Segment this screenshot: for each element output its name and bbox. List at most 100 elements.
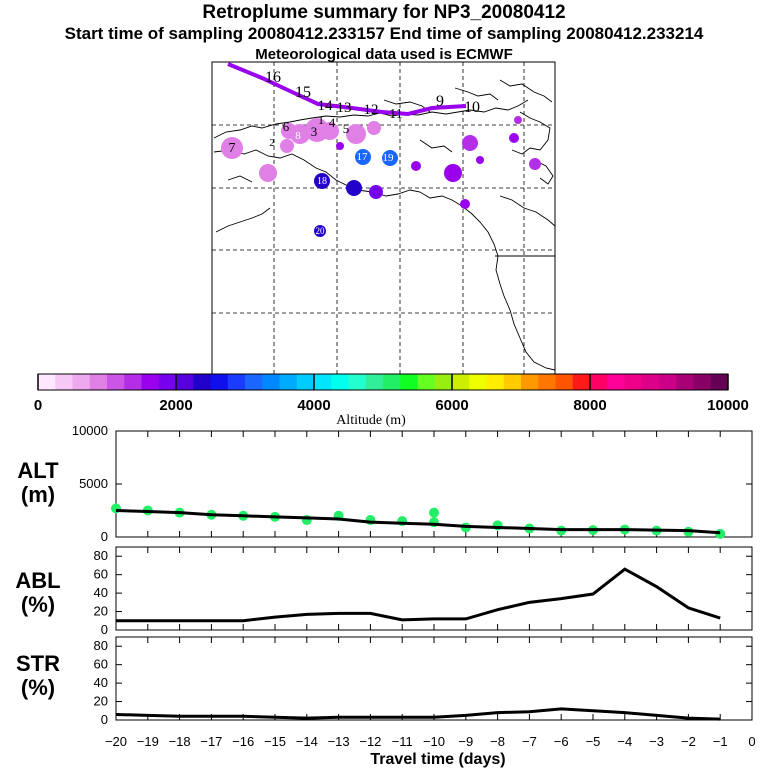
map-day-label: 12 bbox=[364, 102, 379, 118]
abl-panel: 0 20 40 60 80 ABL(%) bbox=[15, 546, 753, 637]
abl-series-line bbox=[116, 567, 721, 623]
x-axis: −20 −19 −18 −17 −16 −15 −14 −13 −12 −11 −10 −9 −8 −7−… bbox=[105, 734, 756, 768]
map-coastlines bbox=[213, 79, 556, 371]
map-plume-dot bbox=[460, 199, 470, 209]
x-axis-title: Travel time (days) bbox=[370, 751, 505, 768]
colorbar-swatch bbox=[693, 374, 712, 390]
str-panel: 0 20 40 60 80 STR(%) bbox=[16, 636, 753, 727]
colorbar-swatch bbox=[607, 374, 625, 390]
colorbar-swatch bbox=[659, 374, 677, 390]
map-plume-dot bbox=[462, 135, 478, 151]
map-plume-dot bbox=[314, 173, 330, 189]
map-day-label: 5 bbox=[343, 121, 350, 136]
colorbar-tick-label: 6000 bbox=[435, 397, 468, 414]
colorbar-swatch bbox=[245, 374, 263, 390]
map-day-label: 8 bbox=[295, 130, 301, 142]
map-day-label: 1 bbox=[318, 113, 324, 127]
map-plume-dot bbox=[221, 137, 243, 159]
map-plume-dot bbox=[259, 164, 277, 182]
colorbar-swatch bbox=[676, 374, 694, 390]
y-tick-label: 0 bbox=[101, 622, 108, 637]
colorbar-tick-label: 0 bbox=[34, 397, 42, 414]
colorbar-swatch bbox=[572, 374, 591, 390]
colorbar-swatch bbox=[486, 374, 505, 390]
map-day-label: 7 bbox=[229, 141, 236, 156]
colorbar-label: Altitude (m) bbox=[336, 413, 406, 428]
x-tick-label: −14 bbox=[296, 734, 318, 749]
map-plume-dot bbox=[314, 225, 326, 237]
map-day-label: 13 bbox=[337, 100, 352, 116]
map-day-label: 4 bbox=[329, 115, 336, 130]
map-plume-dot bbox=[444, 164, 462, 182]
y-tick-label: 20 bbox=[94, 604, 108, 619]
abl-axis-title: ABL bbox=[15, 568, 60, 593]
colorbar-tick-label: 4000 bbox=[297, 397, 330, 414]
map-plume-dot bbox=[369, 185, 383, 199]
map-day-label: 19 bbox=[383, 152, 395, 164]
colorbar-swatch bbox=[555, 374, 574, 390]
colorbar-swatch bbox=[400, 374, 418, 390]
y-tick-label: 5000 bbox=[79, 476, 108, 491]
map-day-label: 9 bbox=[436, 93, 444, 110]
abl-axis-title: (%) bbox=[21, 592, 55, 617]
map-day-label: 16 bbox=[265, 69, 281, 86]
colorbar-swatch bbox=[296, 374, 315, 390]
map-plume-dot bbox=[346, 124, 366, 144]
y-tick-label: 40 bbox=[94, 675, 108, 690]
sampling-times: Start time of sampling 20080412.233157 E… bbox=[64, 24, 704, 43]
met-data-note: Meteorological data used is ECMWF bbox=[255, 46, 513, 63]
colorbar-swatch bbox=[107, 374, 125, 390]
y-tick-label: 0 bbox=[101, 712, 108, 727]
colorbar-tick-label: 2000 bbox=[159, 397, 192, 414]
map-plume-dot bbox=[336, 142, 344, 150]
colorbar-swatch bbox=[521, 374, 539, 390]
alt-axis-title: (m) bbox=[21, 482, 55, 507]
map-day-label: 6 bbox=[283, 119, 290, 134]
x-tick-label: −17 bbox=[200, 734, 222, 749]
y-tick-label: 60 bbox=[94, 657, 108, 672]
x-tick-label: −10 bbox=[423, 734, 445, 749]
colorbar-swatch bbox=[503, 374, 522, 390]
colorbar-swatch bbox=[365, 374, 384, 390]
map-plume-dot bbox=[411, 161, 421, 171]
colorbar-swatch bbox=[227, 374, 246, 390]
y-tick-label: 80 bbox=[94, 638, 108, 653]
x-tick-label: −19 bbox=[137, 734, 159, 749]
map-plume-dot bbox=[367, 121, 381, 135]
x-tick-label: −6 bbox=[554, 734, 569, 749]
colorbar-swatch bbox=[452, 374, 470, 390]
str-axis-title: (%) bbox=[21, 675, 55, 700]
map-plume-dot bbox=[346, 180, 362, 196]
time-series-panels: 0500010000ALT(m)020406080ABL(%)020406080… bbox=[15, 423, 753, 727]
x-tick-label: −20 bbox=[105, 734, 127, 749]
y-tick-label: 0 bbox=[101, 529, 108, 544]
colorbar-swatch bbox=[89, 374, 108, 390]
map-dots bbox=[221, 116, 541, 237]
map-day-label: 10 bbox=[464, 99, 480, 116]
x-tick-label: 0 bbox=[748, 734, 755, 749]
colorbar-swatch bbox=[590, 374, 608, 390]
x-tick-label: −2 bbox=[681, 734, 696, 749]
x-tick-label: −4 bbox=[617, 734, 632, 749]
x-tick-label: −9 bbox=[458, 734, 473, 749]
colorbar-swatch bbox=[314, 374, 332, 390]
x-tick-label: −13 bbox=[328, 734, 350, 749]
colorbar-tick-label: 10000 bbox=[707, 397, 749, 414]
map-frame bbox=[211, 61, 556, 375]
alt-panel: 0 5000 10000 ALT(m) bbox=[17, 423, 753, 544]
x-tick-label: −5 bbox=[586, 734, 601, 749]
map-plume-dot bbox=[476, 156, 484, 164]
y-tick-label: 20 bbox=[94, 694, 108, 709]
colorbar-swatch bbox=[434, 374, 453, 390]
map-plume-dot bbox=[382, 150, 398, 166]
x-tick-label: −8 bbox=[490, 734, 505, 749]
x-tick-label: −3 bbox=[649, 734, 664, 749]
colorbar-swatch bbox=[469, 374, 487, 390]
map-graticule bbox=[212, 62, 555, 374]
colorbar-swatch bbox=[279, 374, 298, 390]
x-tick-label: −1 bbox=[713, 734, 728, 749]
str-axis-title: STR bbox=[16, 651, 60, 676]
panel-frame bbox=[115, 636, 753, 721]
x-tick-label: −12 bbox=[359, 734, 381, 749]
